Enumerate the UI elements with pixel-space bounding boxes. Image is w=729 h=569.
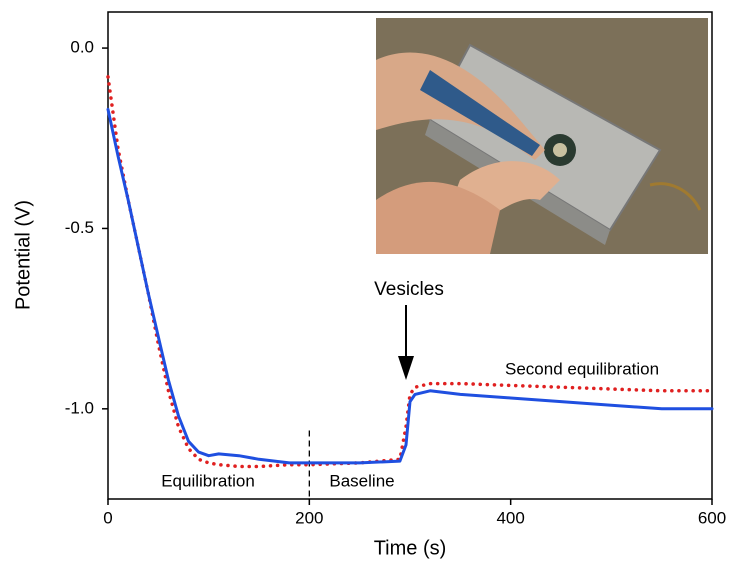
annotation: Second equilibration [505, 359, 659, 378]
x-axis-label: Time (s) [374, 537, 447, 559]
y-tick-label: 0.0 [70, 38, 94, 57]
y-tick-label: -1.0 [65, 398, 94, 417]
x-tick-label: 0 [103, 508, 112, 527]
annotation: Vesicles [374, 279, 444, 300]
plot-frame [107, 11, 713, 500]
annotation: Equilibration [161, 471, 255, 490]
annotation-arrowhead [398, 356, 414, 380]
y-axis-label: Potential (V) [12, 200, 34, 310]
y-tick-label: -0.5 [65, 218, 94, 237]
annotation: Baseline [329, 471, 394, 490]
x-tick-label: 600 [698, 508, 726, 527]
x-tick-label: 200 [295, 508, 323, 527]
series-line [106, 107, 714, 465]
inset-photo [376, 18, 708, 254]
x-tick-label: 400 [496, 508, 524, 527]
